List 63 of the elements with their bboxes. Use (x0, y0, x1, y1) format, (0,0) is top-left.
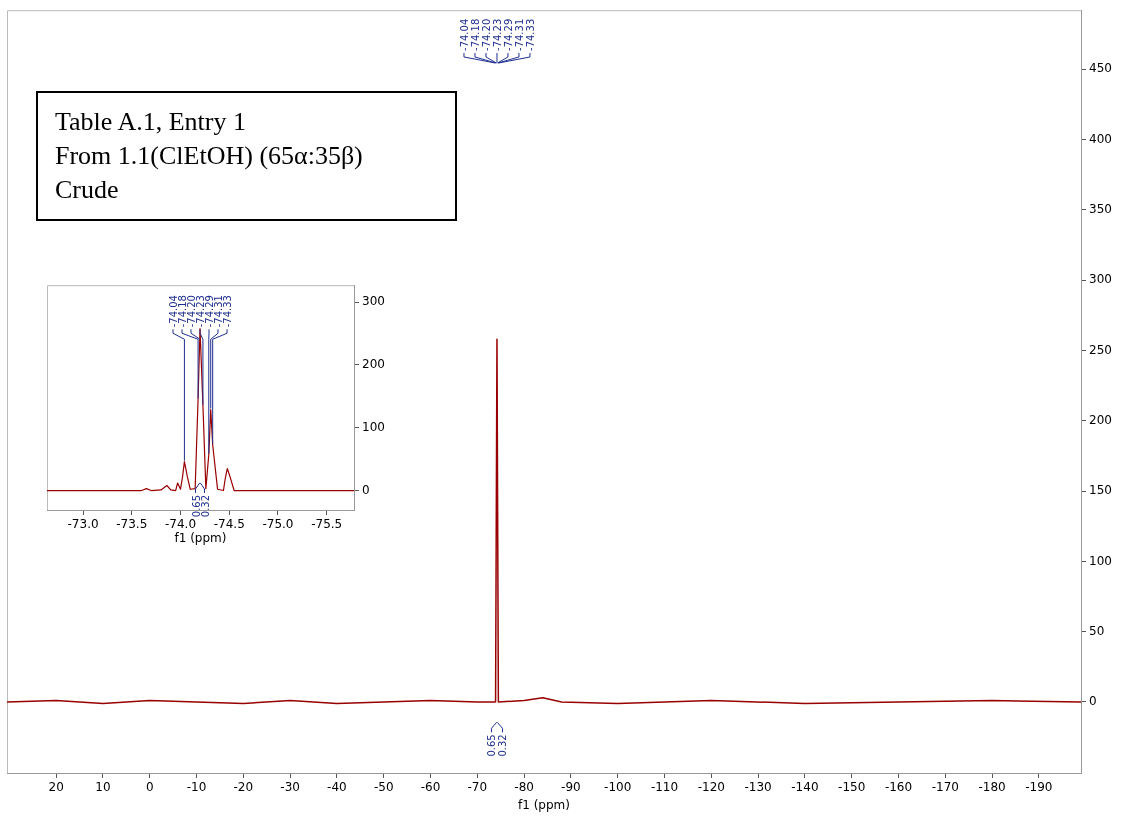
x-tick-label: -75.5 (311, 517, 343, 532)
x-tick-label: -80 (514, 780, 534, 795)
annotation: -74.23 (195, 295, 207, 328)
x-tick-label: 10 (95, 780, 111, 795)
x-tick-label: -100 (604, 780, 632, 795)
note-box: Table A.1, Entry 1 From 1.1(ClEtOH) (65α:35β) Crude (36, 91, 457, 221)
y-tick-label: 300 (1089, 272, 1112, 287)
x-tick-label: -110 (650, 780, 679, 795)
y-tick-label: 300 (362, 294, 385, 309)
x-axis-title: f1 (ppm) (174, 530, 227, 545)
x-tick-label: -190 (1025, 780, 1053, 795)
annotation: 0.65 (486, 734, 498, 757)
y-tick-label: 100 (362, 419, 385, 434)
x-tick-label: -180 (978, 780, 1006, 795)
x-tick-label: -150 (838, 780, 866, 795)
annotation: -74.04 (458, 18, 470, 51)
y-tick-label: 200 (362, 357, 385, 372)
y-tick-label: 200 (1089, 412, 1112, 427)
x-tick-label: -73.0 (67, 517, 99, 532)
annotation: -74.23 (491, 18, 503, 51)
annotation: -74.18 (469, 18, 481, 51)
annotation: -74.29 (502, 18, 514, 51)
x-tick-label: -20 (233, 780, 254, 795)
annotation: -74.18 (177, 295, 189, 328)
x-tick-label: -70 (467, 780, 488, 795)
y-tick-label: 450 (1089, 61, 1112, 76)
x-tick-label: -120 (697, 780, 725, 795)
x-tick-label: -75.0 (262, 517, 294, 532)
x-tick-label: -90 (561, 780, 581, 795)
x-tick-label: -40 (327, 780, 347, 795)
x-tick-label: -74.0 (164, 517, 197, 532)
x-tick-label: -10 (186, 780, 207, 795)
annotation: -74.31 (213, 295, 225, 328)
annotation: 0.32 (497, 734, 509, 757)
annotation: -74.33 (222, 295, 234, 328)
y-tick-label: 150 (1089, 483, 1112, 498)
annotation: -74.20 (480, 18, 492, 51)
x-tick-label: -73.5 (116, 517, 148, 532)
y-tick-label: 0 (362, 482, 370, 497)
x-tick-label: -74.5 (213, 517, 245, 532)
annotation: -74.31 (513, 18, 525, 51)
y-tick-label: 250 (1089, 342, 1112, 357)
annotation: 0.32 (199, 494, 211, 518)
x-tick-label: 0 (145, 780, 154, 795)
y-tick-label: 100 (1089, 553, 1112, 568)
x-tick-label: 20 (48, 780, 64, 795)
annotation: -74.04 (168, 295, 180, 328)
x-tick-label: -60 (420, 780, 441, 795)
x-tick-label: -50 (373, 780, 394, 795)
x-axis-title: f1 (ppm) (518, 797, 570, 812)
annotation: -74.33 (524, 18, 536, 51)
x-tick-label: -30 (280, 780, 300, 795)
x-tick-label: -130 (744, 780, 772, 795)
annotation: -74.20 (186, 295, 198, 328)
x-tick-label: -160 (884, 780, 913, 795)
x-tick-label: -170 (931, 780, 959, 795)
x-tick-label: -140 (791, 780, 819, 795)
annotation: -74.29 (204, 295, 216, 328)
y-tick-label: 350 (1089, 201, 1112, 216)
y-tick-label: 50 (1089, 623, 1105, 638)
annotation: 0.65 (190, 494, 202, 518)
y-tick-label: 400 (1089, 131, 1112, 146)
y-tick-label: 0 (1089, 694, 1097, 709)
